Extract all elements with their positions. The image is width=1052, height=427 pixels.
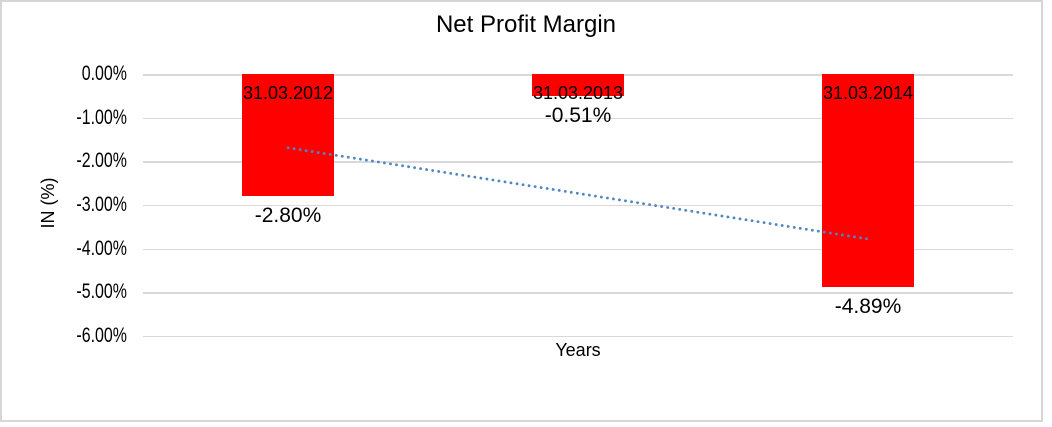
bar — [532, 74, 624, 97]
y-tick-label: 0.00% — [81, 62, 127, 85]
y-tick-label: -6.00% — [76, 323, 127, 347]
bar — [822, 74, 914, 288]
data-label: -2.80% — [254, 204, 322, 228]
category-label: 31.03.2012 — [242, 83, 334, 103]
category-label: 31.03.2013 — [532, 83, 624, 103]
y-tick-label: -4.00% — [76, 236, 127, 260]
gridline — [143, 292, 1013, 294]
x-axis-title: Years — [555, 340, 601, 360]
y-tick-label: -5.00% — [76, 280, 127, 304]
gridline — [143, 248, 1013, 251]
data-label: -4.89% — [834, 295, 902, 319]
y-axis-title: IN (%) — [38, 177, 58, 229]
data-label: -0.51% — [544, 104, 612, 128]
chart-title: Net Profit Margin — [435, 11, 617, 38]
y-tick-label: -3.00% — [76, 192, 127, 216]
chart-border — [0, 0, 1043, 422]
gridline — [143, 335, 1013, 338]
category-label: 31.03.2014 — [822, 83, 914, 103]
gridline — [143, 117, 1013, 120]
y-tick-label: -2.00% — [76, 149, 127, 173]
y-tick-label: -1.00% — [76, 105, 127, 129]
